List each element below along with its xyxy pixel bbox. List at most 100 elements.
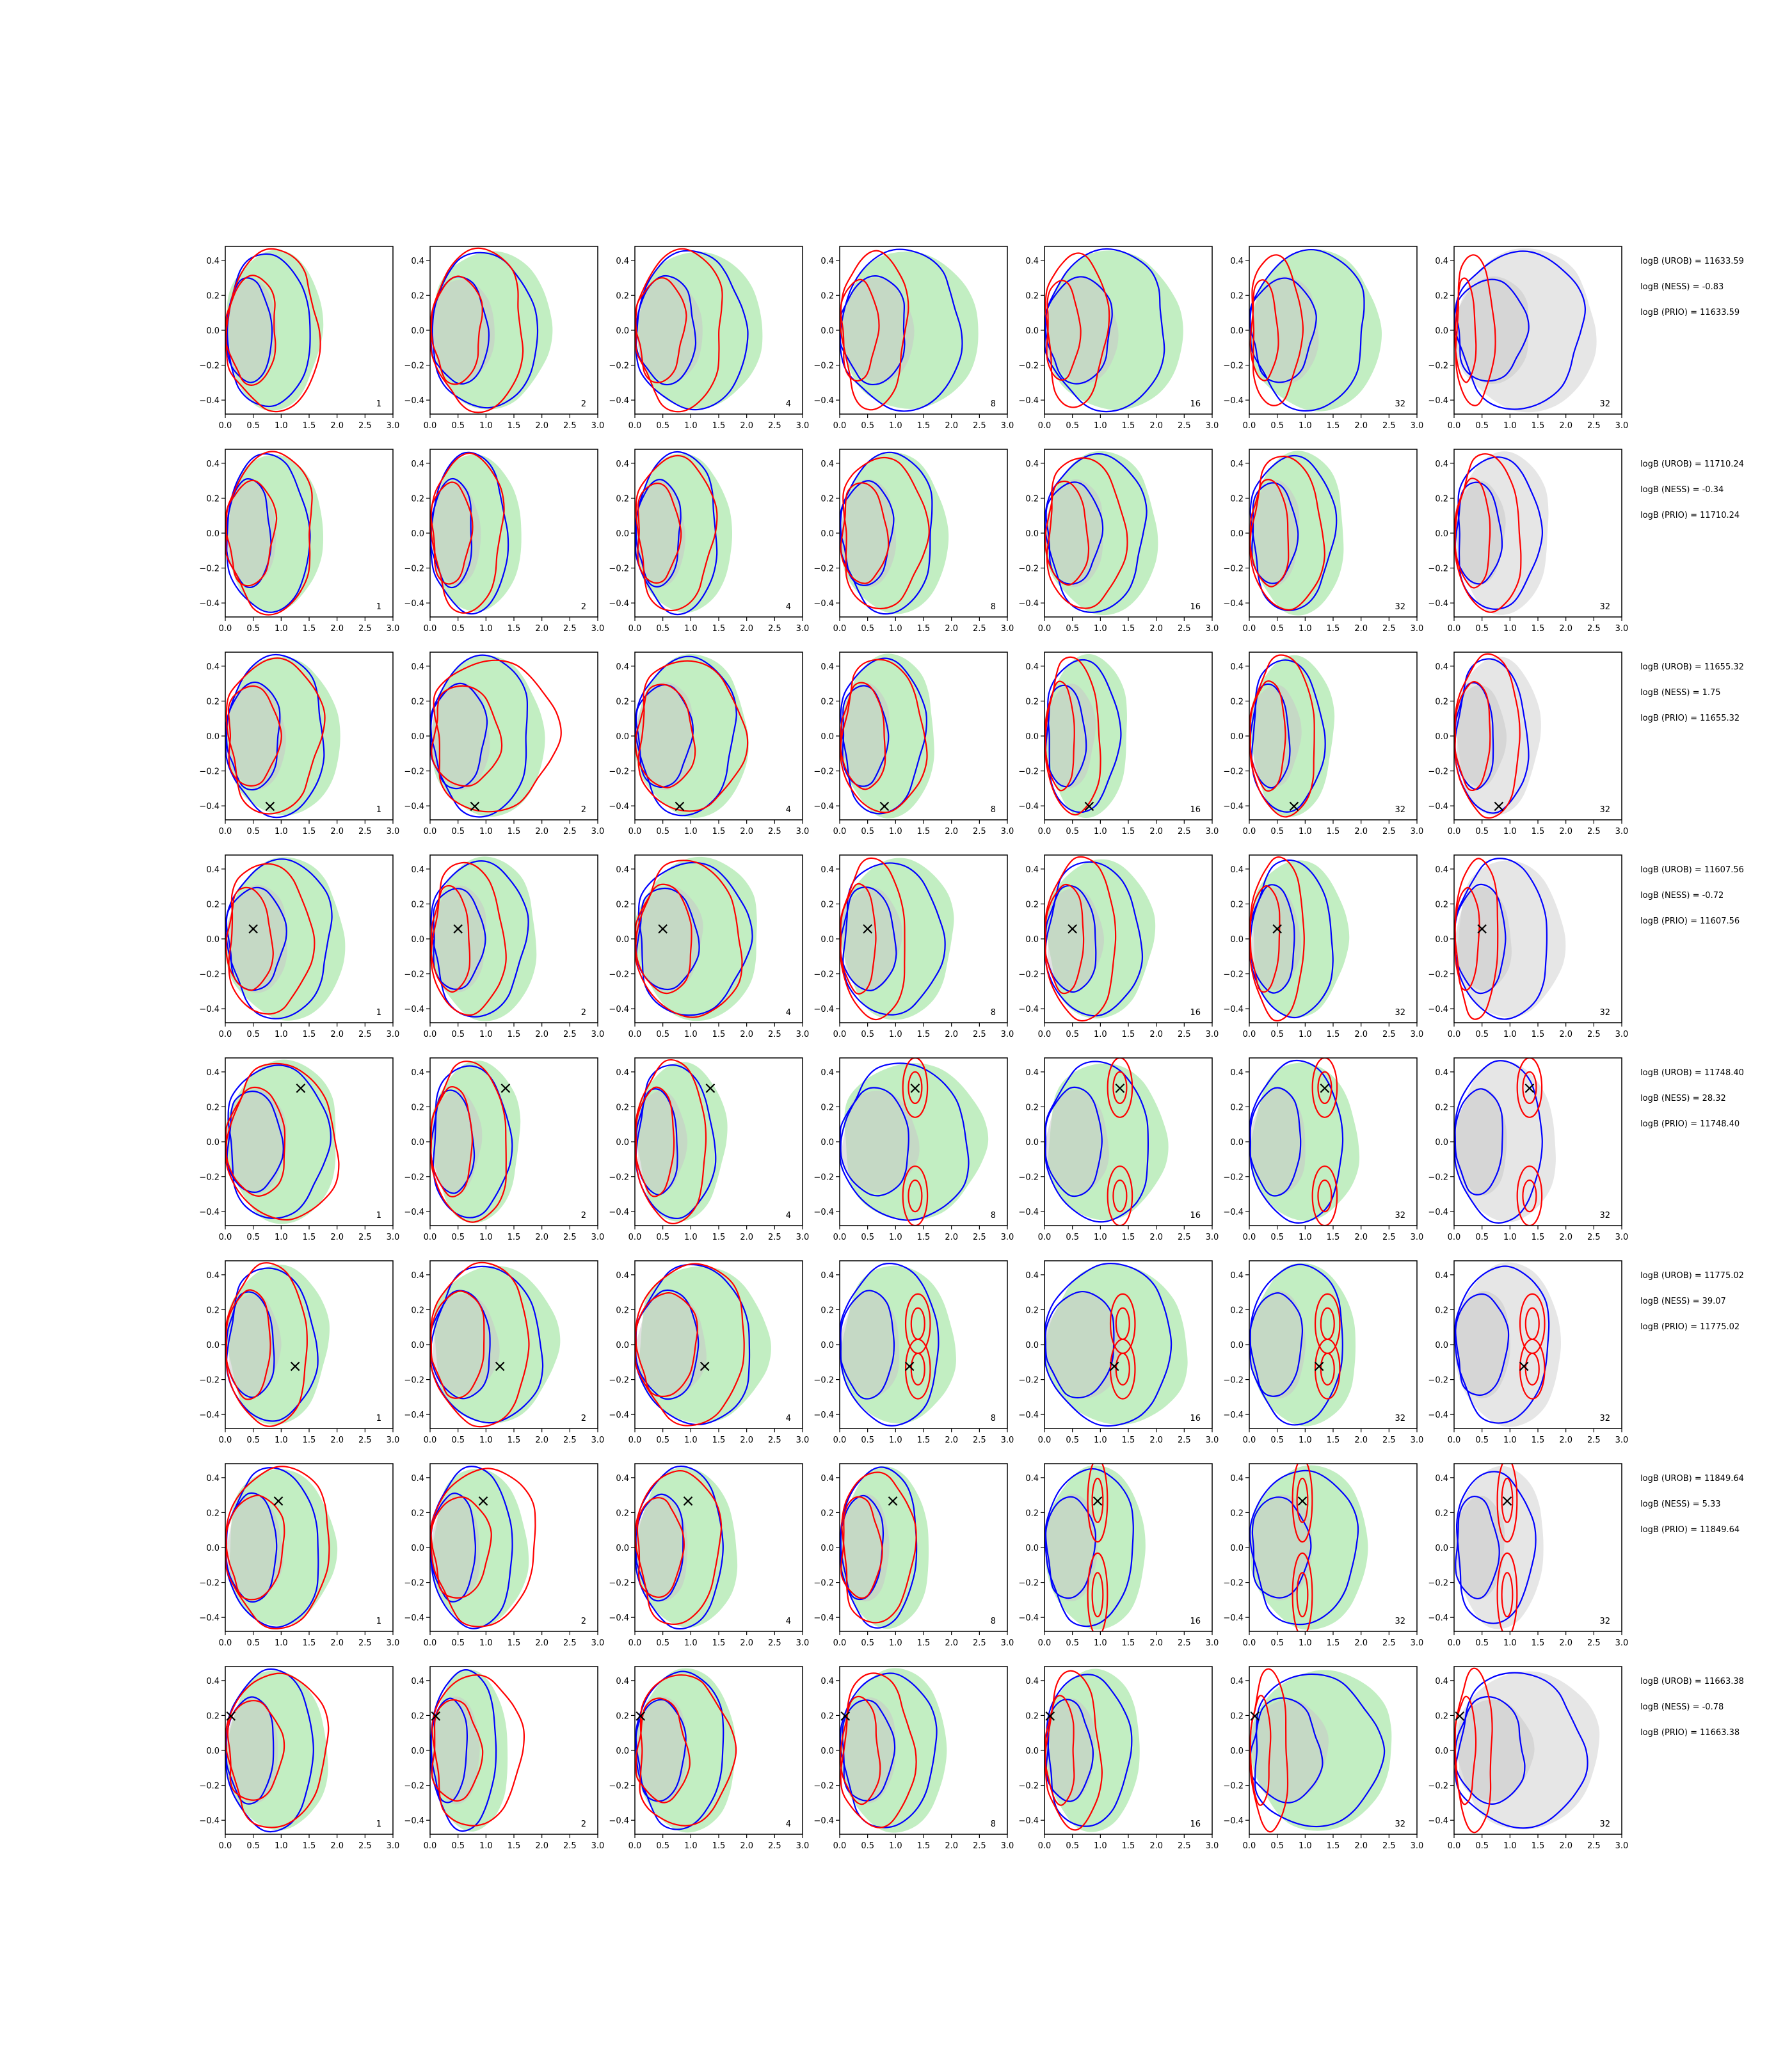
y-tick-label: 0.4: [1435, 1068, 1448, 1078]
x-tick-label: 1.5: [712, 1030, 726, 1039]
y-tick-label: 0.2: [616, 1306, 629, 1315]
red-lobe-inner-contour: [1296, 1572, 1309, 1618]
y-tick-label: 0.0: [1230, 529, 1244, 539]
x-tick-label: 1.5: [508, 827, 521, 836]
panel-plot-area: ×: [635, 1263, 771, 1427]
panel-label: 32: [1395, 602, 1405, 612]
x-tick-label: 0.0: [833, 624, 847, 634]
y-tick-label: −0.2: [813, 1173, 834, 1183]
x-tick-label: 0.5: [1066, 1030, 1079, 1039]
x-tick-label: 2.5: [768, 1841, 781, 1851]
panel-r1-c7: 32 0.0 0.5 1.0 1.5 2.0 2.5 3.0 0.4 0.2 0.0 −0.2 −0.4: [1428, 246, 1628, 431]
y-tick-label: 0.2: [411, 1508, 424, 1518]
x-tick-label: 2.0: [1354, 1638, 1368, 1648]
panel-r8-c1: × 1 0.0 0.5 1.0 1.5 2.0 2.5 3.0 0.4 0.2 0.0 −0.2 −0.4: [199, 1666, 399, 1851]
panel-plot-area: [1249, 451, 1344, 616]
y-tick-label: 0.0: [616, 1138, 629, 1148]
y-tick-label: −0.2: [404, 970, 424, 980]
y-tick-label: −0.2: [1428, 564, 1448, 574]
logb-annotation: logB (PRIO) = 11775.02: [1640, 1322, 1740, 1332]
panel-r2-c4: 8 0.0 0.5 1.0 1.5 2.0 2.5 3.0 0.4 0.2 0.0 −0.2 −0.4: [813, 449, 1014, 634]
red-lobe-outer-contour: [1109, 1338, 1136, 1400]
blue-inner-contour: [840, 1290, 895, 1400]
x-tick-label: 1.5: [1327, 1841, 1340, 1851]
grey-inner-region: [840, 682, 890, 790]
panel-plot-area: [1044, 248, 1183, 413]
y-tick-label: −0.2: [609, 1173, 629, 1183]
x-tick-label: 0.0: [1038, 827, 1052, 836]
y-tick-label: −0.4: [1223, 1208, 1244, 1217]
y-tick-label: 0.4: [1230, 1474, 1244, 1484]
grey-inner-region: [1045, 1494, 1098, 1601]
y-tick-label: 0.4: [820, 1271, 834, 1281]
x-tick-label: 1.0: [1094, 827, 1107, 836]
panel-plot-area: [840, 248, 979, 412]
logb-annotation: logB (UROB) = 11663.38: [1640, 1677, 1744, 1686]
y-tick-label: 0.4: [820, 1068, 834, 1078]
marker-x: ×: [1475, 920, 1489, 939]
x-tick-label: 1.5: [712, 1436, 726, 1445]
y-tick-label: 0.2: [1435, 494, 1448, 504]
y-tick-label: 0.2: [1025, 1103, 1039, 1112]
red-outer-contour: [430, 861, 507, 1016]
x-tick-label: 3.0: [591, 1638, 605, 1648]
grey-inner-region: [841, 278, 915, 383]
y-tick-label: 0.0: [1230, 326, 1244, 336]
x-tick-label: 3.0: [1206, 1638, 1219, 1648]
x-tick-label: 0.0: [219, 1638, 232, 1648]
panel-plot-area: ×: [840, 857, 954, 1021]
panel-r1-c3: 4 0.0 0.5 1.0 1.5 2.0 2.5 3.0 0.4 0.2 0.0 −0.2 −0.4: [609, 246, 809, 431]
panel-r4-c4: × 8 0.0 0.5 1.0 1.5 2.0 2.5 3.0 0.4 0.2 0.0 −0.2 −0.4: [813, 854, 1014, 1039]
x-tick-label: 0.5: [451, 1841, 465, 1851]
y-tick-label: 0.0: [411, 1138, 424, 1148]
marker-x: ×: [1523, 1078, 1537, 1098]
grey-inner-region: [1455, 481, 1506, 586]
marker-x: ×: [429, 1706, 443, 1725]
y-tick-label: −0.2: [1018, 564, 1039, 574]
x-tick-label: 0.0: [1243, 421, 1256, 431]
x-tick-label: 1.5: [508, 1638, 521, 1648]
y-tick-label: 0.4: [1435, 662, 1448, 672]
x-tick-label: 2.5: [768, 1638, 781, 1648]
y-tick-label: −0.2: [609, 362, 629, 371]
grey-inner-region: [636, 1494, 688, 1601]
x-tick-label: 3.0: [1411, 421, 1424, 431]
x-tick-label: 2.0: [945, 827, 958, 836]
y-tick-label: 0.4: [206, 662, 220, 672]
y-tick-label: −0.2: [404, 1376, 424, 1386]
y-tick-label: 0.4: [1230, 865, 1244, 875]
grey-inner-region: [1045, 1291, 1121, 1398]
x-tick-label: 2.0: [330, 624, 344, 634]
y-tick-label: −0.2: [1018, 1579, 1039, 1588]
x-tick-label: 0.5: [1270, 827, 1284, 836]
x-tick-label: 0.0: [1243, 827, 1256, 836]
marker-x: ×: [902, 1357, 916, 1376]
red-outer-contour: [635, 1469, 723, 1626]
logb-annotation: logB (UROB) = 11607.56: [1640, 865, 1744, 875]
grey-inner-region: [841, 887, 902, 991]
x-tick-label: 2.0: [945, 624, 958, 634]
y-tick-label: −0.4: [609, 1411, 629, 1420]
blue-outer-contour: [226, 453, 311, 613]
red-lobe-outer-contour: [1292, 1552, 1313, 1631]
y-tick-label: −0.2: [609, 1376, 629, 1386]
x-tick-label: 0.5: [246, 421, 260, 431]
x-tick-label: 1.5: [1532, 827, 1545, 836]
marker-x: ×: [1492, 797, 1506, 816]
marker-x: ×: [1113, 1078, 1127, 1098]
x-tick-label: 0.0: [628, 1436, 642, 1445]
y-tick-label: 0.4: [411, 1677, 424, 1686]
red-inner-contour: [1046, 280, 1082, 381]
panel-label: 4: [786, 1820, 791, 1829]
y-tick-label: −0.2: [1018, 362, 1039, 371]
x-tick-label: 1.0: [479, 1638, 493, 1648]
panel-plot-area: ×: [840, 1263, 956, 1427]
logb-annotation: logB (NESS) = 28.32: [1640, 1094, 1726, 1103]
red-inner-contour: [635, 1086, 675, 1197]
y-tick-label: 0.2: [411, 291, 424, 301]
y-tick-label: 0.0: [411, 326, 424, 336]
red-inner-contour: [430, 1496, 492, 1599]
x-tick-label: 1.0: [684, 1233, 698, 1242]
x-tick-label: 2.0: [1354, 1030, 1368, 1039]
marker-x: ×: [1517, 1357, 1531, 1376]
